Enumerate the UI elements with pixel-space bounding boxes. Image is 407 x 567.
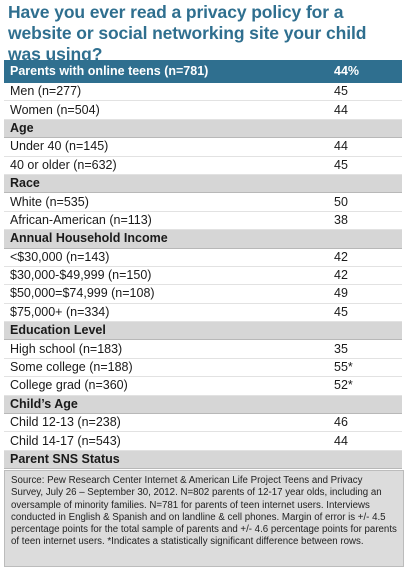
row-label: $75,000+ (n=334) [4,303,334,323]
row-value: 44 [334,431,402,451]
table-row: $75,000+ (n=334) 45 [4,303,402,323]
row-label: 40 or older (n=632) [4,156,334,175]
row-value: 55* [334,358,402,378]
row-value: 42 [334,248,402,267]
row-label: Women (n=504) [4,100,334,120]
section-header-row: Parent SNS Status [4,449,402,470]
row-value: 45 [334,83,402,102]
source-note: Source: Pew Research Center Internet & A… [4,470,404,567]
results-table: Parents with online teens (n=781) 44% Me… [4,60,402,506]
row-value: 50 [334,192,402,212]
section-title: Annual Household Income [4,229,402,249]
row-label: $50,000=$74,999 (n=108) [4,284,334,304]
table-row: Child 12-13 (n=238) 46 [4,413,402,433]
results-table-body: Parents with online teens (n=781) 44% Me… [4,60,402,506]
table-row: White (n=535) 50 [4,192,402,212]
row-value: 52* [334,376,402,396]
row-label: African-American (n=113) [4,211,334,231]
row-value: 38 [334,211,402,231]
row-label: White (n=535) [4,192,334,212]
row-label: <$30,000 (n=143) [4,248,334,267]
row-value: 44 [334,137,402,157]
table-row: 40 or older (n=632) 45 [4,156,402,175]
row-value: 45 [334,303,402,323]
table-row: High school (n=183) 35 [4,339,402,359]
row-label: College grad (n=360) [4,376,334,396]
section-header-row: Annual Household Income [4,229,402,249]
table-row: Men (n=277) 45 [4,83,402,102]
row-label: Some college (n=188) [4,358,334,378]
section-header-row: Education Level [4,321,402,341]
section-header-row: Race [4,173,402,194]
row-value: 42 [334,266,402,286]
table-row: Under 40 (n=145) 44 [4,137,402,157]
table-row: <$30,000 (n=143) 42 [4,248,402,267]
row-label: Child 14-17 (n=543) [4,431,334,451]
section-header-row: Age [4,118,402,139]
table-row: Child 14-17 (n=543) 44 [4,431,402,451]
row-value: 35 [334,339,402,359]
row-label: Under 40 (n=145) [4,137,334,157]
row-value: 46 [334,413,402,433]
page-title: Have you ever read a privacy policy for … [8,2,367,64]
table-row: $50,000=$74,999 (n=108) 49 [4,284,402,304]
table-row: Some college (n=188) 55* [4,358,402,378]
row-label: High school (n=183) [4,339,334,359]
header-value: 44% [334,60,402,83]
section-title: Race [4,173,402,194]
row-label: Child 12-13 (n=238) [4,413,334,433]
row-value: 49 [334,284,402,304]
table-header-row: Parents with online teens (n=781) 44% [4,60,402,83]
section-title: Age [4,118,402,139]
section-title: Education Level [4,321,402,341]
section-title: Parent SNS Status [4,449,402,470]
table-row: $30,000-$49,999 (n=150) 42 [4,266,402,286]
table-row: College grad (n=360) 52* [4,376,402,396]
row-label: $30,000-$49,999 (n=150) [4,266,334,286]
row-label: Men (n=277) [4,83,334,102]
table-row: African-American (n=113) 38 [4,211,402,231]
table-row: Women (n=504) 44 [4,100,402,120]
row-value: 45 [334,156,402,175]
row-value: 44 [334,100,402,120]
section-header-row: Child’s Age [4,394,402,415]
section-title: Child’s Age [4,394,402,415]
header-label: Parents with online teens (n=781) [4,60,334,83]
